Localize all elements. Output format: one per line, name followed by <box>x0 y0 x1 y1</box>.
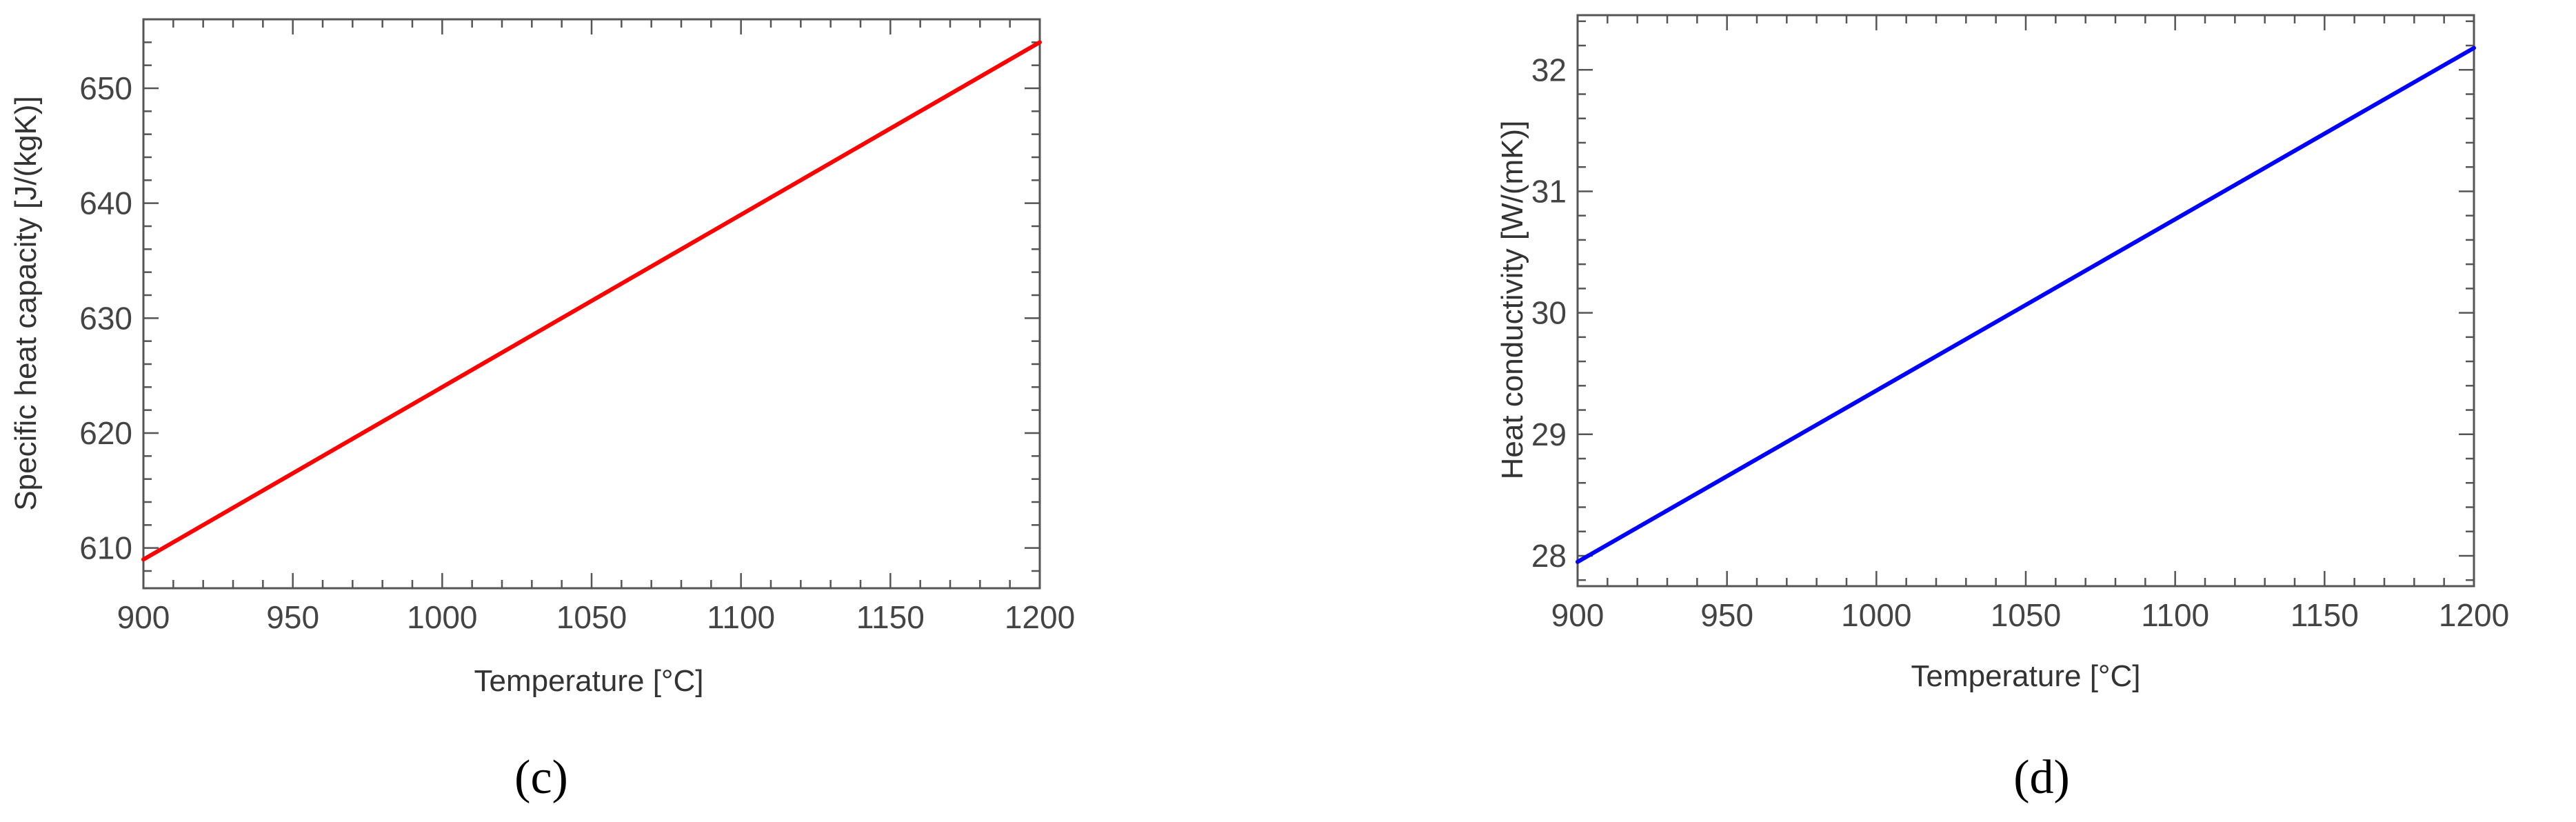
series-group <box>1576 46 2476 564</box>
x-tick-label: 1050 <box>556 599 627 635</box>
x-tick-label: 1100 <box>2141 597 2209 633</box>
y-tick-label: 650 <box>79 70 132 106</box>
x-tick-label: 1150 <box>856 599 925 635</box>
x-ticks: 900 950 1000 1050 1100 1150 1200 <box>117 19 1075 635</box>
chart-panel-c: 900 950 1000 1050 1100 1150 1200 6106206306406… <box>9 18 1075 804</box>
x-tick-label: 1000 <box>1841 597 1911 633</box>
y-tick-label: 28 <box>1531 538 1567 574</box>
y-tick-label: 610 <box>79 530 132 566</box>
x-tick-label: 950 <box>266 599 319 635</box>
y-tick-label: 640 <box>79 186 132 221</box>
x-tick-label: 1200 <box>1005 599 1075 635</box>
series-group <box>141 40 1042 562</box>
x-tick-label: 1200 <box>2439 597 2509 633</box>
x-tick-label: 1100 <box>707 599 775 635</box>
plot-frame <box>1576 14 2475 588</box>
y-ticks: 28 29 30 31 32 <box>1531 20 2474 581</box>
x-tick-label: 950 <box>1700 597 1753 633</box>
chart-panel-d: 900 950 1000 1050 1100 1150 1200 28 29 30 31 32 Te… <box>1496 14 2509 804</box>
series-line <box>1576 46 2476 564</box>
y-tick-label: 620 <box>79 415 132 451</box>
y-axis-label: Heat conductivity [W/(mK)] <box>1496 121 1529 480</box>
y-tick-label: 32 <box>1531 52 1567 88</box>
plot-frame <box>142 18 1041 590</box>
y-tick-label: 29 <box>1531 417 1567 452</box>
x-tick-label: 1050 <box>1991 597 2061 633</box>
y-ticks: 610 620 630 640 650 <box>79 18 1040 572</box>
x-axis-label: Temperature [°C] <box>1911 659 2140 693</box>
series-line <box>141 40 1042 562</box>
panel-label-d: (d) <box>2013 751 2070 804</box>
x-tick-label: 900 <box>1551 597 1604 633</box>
y-tick-label: 30 <box>1531 295 1567 331</box>
y-tick-label: 630 <box>79 300 132 336</box>
x-tick-label: 1000 <box>407 599 477 635</box>
x-axis-label: Temperature [°C] <box>474 664 703 698</box>
y-axis-label: Specific heat capacity [J/(kgK)] <box>9 96 43 511</box>
panel-label-c: (c) <box>514 751 568 804</box>
y-tick-label: 31 <box>1531 173 1567 209</box>
x-tick-label: 1150 <box>2291 597 2359 633</box>
x-ticks: 900 950 1000 1050 1100 1150 1200 <box>1551 15 2509 633</box>
x-tick-label: 900 <box>117 599 170 635</box>
